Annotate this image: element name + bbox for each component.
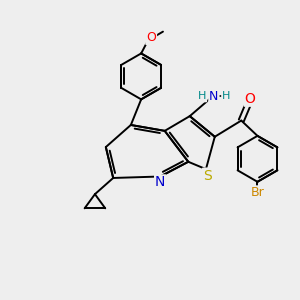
Text: S: S (203, 169, 212, 183)
Text: N: N (209, 90, 219, 103)
Text: O: O (146, 31, 156, 44)
Text: H: H (222, 92, 230, 101)
Text: N: N (155, 176, 166, 189)
Text: Br: Br (250, 187, 264, 200)
Text: H: H (198, 92, 206, 101)
Text: O: O (245, 92, 256, 106)
